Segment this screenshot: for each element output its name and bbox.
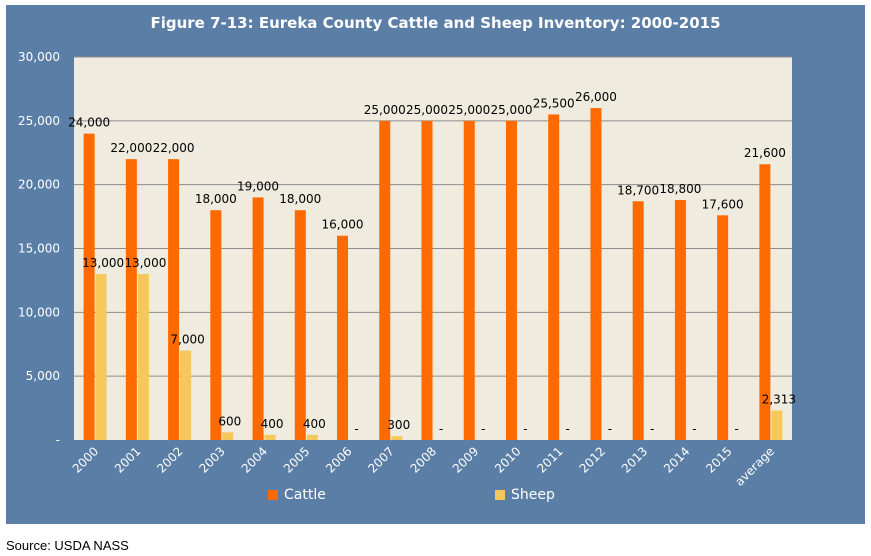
legend-label-sheep: Sheep bbox=[511, 487, 555, 503]
data-label-sheep: - bbox=[439, 422, 443, 436]
bar-cattle bbox=[379, 120, 391, 440]
bar-sheep bbox=[264, 434, 276, 440]
x-tick-label: 2007 bbox=[365, 444, 396, 475]
bar-sheep bbox=[391, 436, 403, 440]
bar-cattle bbox=[548, 114, 560, 440]
y-tick-label: 30,000 bbox=[18, 50, 60, 64]
data-label-cattle: 17,600 bbox=[702, 197, 744, 211]
bar-cattle bbox=[717, 215, 729, 440]
x-tick-label: 2000 bbox=[70, 444, 101, 475]
data-label-sheep: 2,313 bbox=[762, 392, 796, 406]
data-label-cattle: 25,500 bbox=[533, 96, 575, 110]
bar-sheep bbox=[222, 432, 234, 440]
bar-sheep bbox=[95, 274, 107, 440]
data-label-sheep: - bbox=[566, 422, 570, 436]
bar-cattle bbox=[210, 210, 222, 440]
data-label-sheep: 300 bbox=[387, 418, 410, 432]
data-label-cattle: 18,800 bbox=[659, 182, 701, 196]
x-tick-label: 2008 bbox=[408, 444, 439, 475]
x-tick-label: 2005 bbox=[281, 444, 312, 475]
data-label-sheep: - bbox=[481, 422, 485, 436]
x-tick-label: 2006 bbox=[323, 444, 354, 475]
data-label-cattle: 25,000 bbox=[448, 103, 490, 117]
bar-cattle bbox=[294, 210, 306, 440]
bar-cattle bbox=[505, 120, 517, 440]
data-label-cattle: 24,000 bbox=[68, 116, 110, 130]
chart-title: Figure 7-13: Eureka County Cattle and Sh… bbox=[150, 14, 721, 32]
data-label-cattle: 16,000 bbox=[322, 218, 364, 232]
data-label-sheep: - bbox=[608, 422, 612, 436]
data-label-sheep: - bbox=[734, 422, 738, 436]
bar-sheep bbox=[180, 350, 192, 440]
y-tick-label: 15,000 bbox=[18, 242, 60, 256]
data-label-cattle: 25,000 bbox=[364, 103, 406, 117]
data-label-sheep: 7,000 bbox=[170, 333, 204, 347]
x-tick-label: 2012 bbox=[577, 444, 608, 475]
y-tick-label: 5,000 bbox=[26, 369, 60, 383]
legend-item-cattle: Cattle bbox=[268, 486, 326, 504]
bar-cattle bbox=[463, 120, 475, 440]
data-label-sheep: 400 bbox=[303, 417, 326, 431]
x-tick-label: 2004 bbox=[239, 444, 270, 475]
bar-cattle bbox=[125, 159, 137, 440]
x-tick-label: 2009 bbox=[450, 444, 481, 475]
bar-cattle bbox=[421, 120, 433, 440]
data-label-cattle: 21,600 bbox=[744, 146, 786, 160]
source-note: Source: USDA NASS bbox=[6, 538, 129, 553]
data-label-cattle: 18,700 bbox=[617, 183, 659, 197]
bar-cattle bbox=[168, 159, 180, 440]
data-label-sheep: 13,000 bbox=[124, 256, 166, 270]
bar-cattle bbox=[632, 201, 644, 440]
bar-sheep bbox=[306, 434, 318, 440]
data-label-sheep: 13,000 bbox=[82, 256, 124, 270]
data-label-sheep: - bbox=[354, 422, 358, 436]
legend-swatch-cattle bbox=[268, 490, 278, 500]
data-label-cattle: 25,000 bbox=[406, 103, 448, 117]
data-label-cattle: 22,000 bbox=[153, 141, 195, 155]
x-tick-label: 2003 bbox=[196, 444, 227, 475]
bar-sheep bbox=[137, 274, 149, 440]
bar-sheep bbox=[771, 410, 783, 440]
y-tick-label: - bbox=[56, 433, 60, 447]
data-label-cattle: 25,000 bbox=[490, 103, 532, 117]
bar-cattle bbox=[674, 199, 686, 440]
x-tick-label: 2001 bbox=[112, 444, 143, 475]
legend-item-sheep: Sheep bbox=[495, 486, 555, 504]
bar-cattle bbox=[83, 133, 95, 440]
x-tick-label: 2014 bbox=[661, 444, 692, 475]
y-tick-label: 25,000 bbox=[18, 114, 60, 128]
legend-label-cattle: Cattle bbox=[284, 487, 326, 503]
x-tick-label: 2011 bbox=[534, 444, 565, 475]
data-label-cattle: 18,000 bbox=[279, 192, 321, 206]
data-label-sheep: - bbox=[650, 422, 654, 436]
x-tick-label: 2013 bbox=[619, 444, 650, 475]
data-label-cattle: 26,000 bbox=[575, 90, 617, 104]
bar-cattle bbox=[759, 164, 771, 441]
data-label-sheep: 400 bbox=[261, 417, 284, 431]
data-label-cattle: 22,000 bbox=[110, 141, 152, 155]
x-tick-label: 2015 bbox=[703, 444, 734, 475]
data-label-cattle: 19,000 bbox=[237, 179, 279, 193]
x-tick-label: average bbox=[732, 444, 777, 489]
data-label-sheep: 600 bbox=[218, 414, 241, 428]
data-label-sheep: - bbox=[692, 422, 696, 436]
legend-swatch-sheep bbox=[495, 490, 505, 500]
bar-cattle bbox=[590, 108, 602, 441]
y-tick-label: 20,000 bbox=[18, 178, 60, 192]
bar-cattle bbox=[337, 235, 349, 440]
data-label-sheep: - bbox=[523, 422, 527, 436]
data-label-cattle: 18,000 bbox=[195, 192, 237, 206]
bar-cattle bbox=[252, 197, 264, 440]
y-tick-label: 10,000 bbox=[18, 305, 60, 319]
x-tick-label: 2002 bbox=[154, 444, 185, 475]
x-tick-label: 2010 bbox=[492, 444, 523, 475]
